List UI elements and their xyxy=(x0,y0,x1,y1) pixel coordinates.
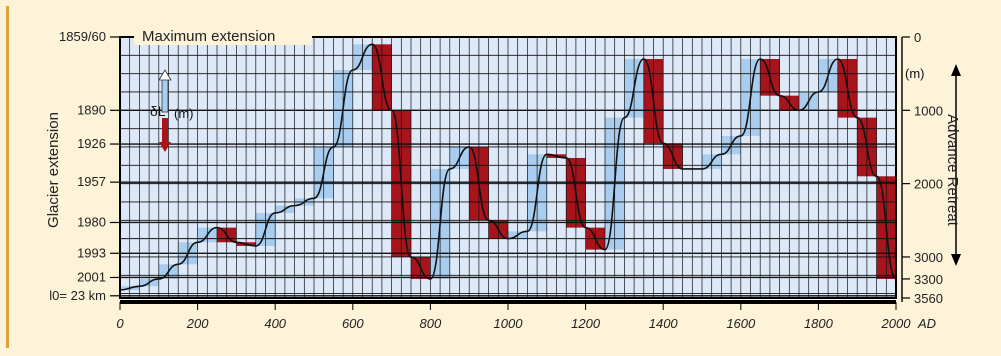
y-tick-label: 1890 xyxy=(77,102,106,117)
x-tick-label: 1200 xyxy=(571,316,601,331)
grid-layer xyxy=(119,36,897,298)
glacier-length-curve xyxy=(119,43,897,291)
plot-border xyxy=(119,36,897,299)
delta-length-legend: δL (m) xyxy=(150,69,194,152)
right-tick-label: 3300 xyxy=(914,272,943,287)
x-tick-label: 1600 xyxy=(726,316,756,331)
x-tick-label: 2000 xyxy=(881,316,912,331)
y-tick-label: 1993 xyxy=(77,245,106,260)
x-tick-label: 0 xyxy=(116,316,124,331)
x-axis-unit: AD xyxy=(917,316,936,331)
y-tick-label: 1859/60 xyxy=(59,29,106,44)
x-tick-label: 400 xyxy=(264,316,286,331)
max-extension-label-box: Maximum extension xyxy=(134,25,312,45)
x-tick-label: 1400 xyxy=(649,316,679,331)
x-tick-label: 800 xyxy=(420,316,442,331)
x-tick-label: 1800 xyxy=(804,316,834,331)
right-tick-label: 2000 xyxy=(914,177,943,192)
max-extension-label: Maximum extension xyxy=(142,28,275,45)
y-tick-label: 2001 xyxy=(77,269,106,284)
y-axis-title: Glacier extension xyxy=(45,112,62,228)
y-tick-label: l0= 23 km xyxy=(49,288,106,303)
right-tick-label: 0 xyxy=(914,30,921,45)
y-tick-label: 1926 xyxy=(77,136,106,151)
x-tick-label: 200 xyxy=(186,316,209,331)
right-axis-unit: (m) xyxy=(905,66,925,81)
right-axis-title: Advance Retreat xyxy=(944,114,961,227)
x-tick-label: 600 xyxy=(342,316,364,331)
y-tick-label: 1957 xyxy=(77,174,106,189)
ticks-layer: 0 200 400 600 800 1000 1200 1400 1600 1800 2000 AD 1… xyxy=(49,29,961,331)
delta-length-symbol: δL xyxy=(150,103,166,119)
right-tick-label: 3000 xyxy=(914,250,943,265)
x-tick-label: 1000 xyxy=(494,316,524,331)
direction-arrow-down-head xyxy=(951,254,961,266)
figure-left-accent-bar xyxy=(6,6,9,348)
y-tick-label: 1980 xyxy=(77,214,106,229)
right-tick-label: 1000 xyxy=(914,103,943,118)
right-tick-label: 3560 xyxy=(914,291,943,306)
delta-length-unit: (m) xyxy=(174,106,194,121)
direction-arrow-up-head xyxy=(951,64,961,76)
